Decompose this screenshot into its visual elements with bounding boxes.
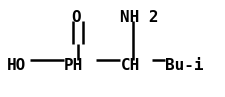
Text: PH: PH	[64, 58, 83, 73]
Text: O: O	[71, 10, 81, 25]
Text: Bu-i: Bu-i	[165, 58, 204, 73]
Text: HO: HO	[7, 58, 26, 73]
Text: CH: CH	[120, 58, 140, 73]
Text: NH 2: NH 2	[120, 10, 159, 25]
